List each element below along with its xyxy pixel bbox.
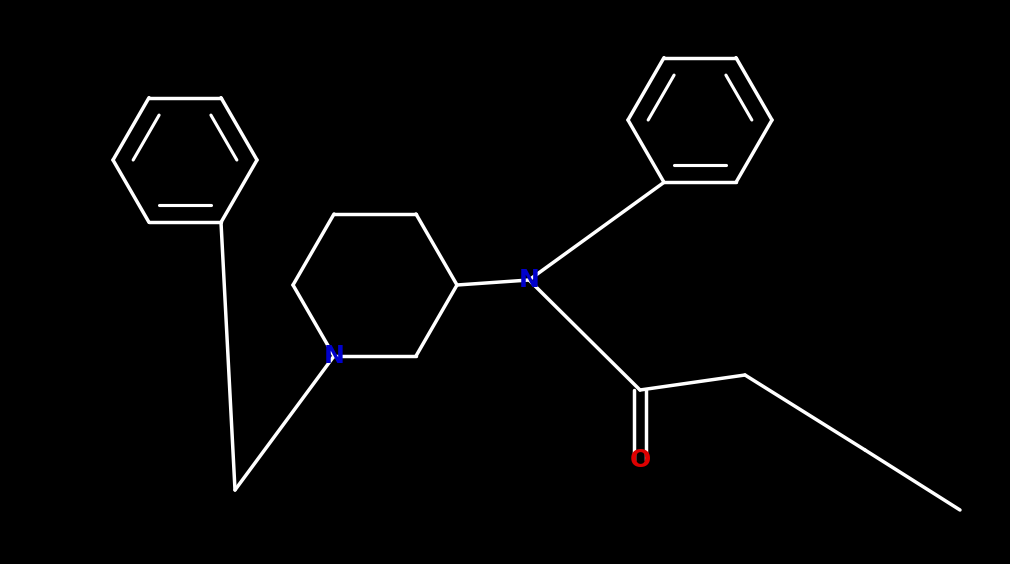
Text: O: O — [629, 448, 650, 472]
Text: N: N — [518, 268, 539, 292]
Text: N: N — [323, 344, 344, 368]
